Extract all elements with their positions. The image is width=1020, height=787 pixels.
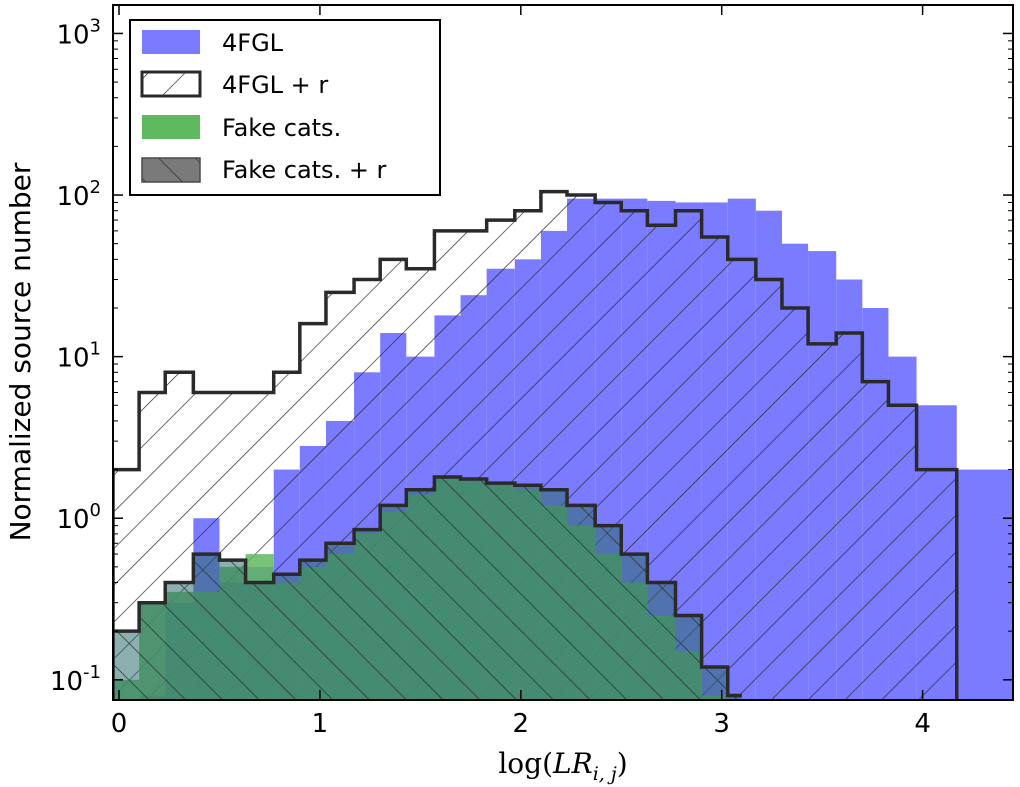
x-tick-label: 2	[513, 709, 530, 739]
legend: 4FGL 4FGL + r Fake cats. Fake cats. + r	[129, 19, 441, 196]
series-fake-r-hatch	[113, 476, 742, 700]
y-tick-label: 102	[56, 177, 101, 212]
legend-label-4fgl: 4FGL	[222, 29, 284, 57]
x-axis-label: log(LRi, j)	[498, 747, 627, 785]
legend-label-4fgl-r: 4FGL + r	[222, 71, 328, 99]
legend-label-fake: Fake cats.	[222, 114, 341, 142]
y-axis-label: Normalized source number	[4, 162, 37, 541]
series-fake-r-outline	[113, 475, 742, 698]
x-tick-label: 1	[312, 709, 329, 739]
series-4fgl-r-outline	[113, 189, 959, 700]
legend-swatch-4fgl-r	[140, 70, 202, 98]
x-tick-label: 3	[713, 709, 730, 739]
axes: 0 1 2 3 4 10-1 100 101 102 103	[50, 5, 1013, 739]
legend-swatch-fake-r	[141, 157, 201, 183]
plot-area	[113, 189, 1013, 700]
plot-frame	[112, 4, 1014, 701]
legend-swatch-4fgl	[142, 30, 200, 54]
x-tick-label: 4	[914, 709, 931, 739]
y-tick-label: 10-1	[50, 662, 101, 697]
y-tick-label: 100	[56, 500, 101, 535]
legend-swatch-fake	[142, 115, 200, 139]
series-4fgl-bar	[956, 469, 1013, 700]
legend-label-fake-r: Fake cats. + r	[222, 156, 387, 184]
y-tick-label: 101	[56, 339, 101, 374]
y-tick-label: 103	[56, 15, 101, 50]
x-tick-label: 0	[111, 709, 128, 739]
